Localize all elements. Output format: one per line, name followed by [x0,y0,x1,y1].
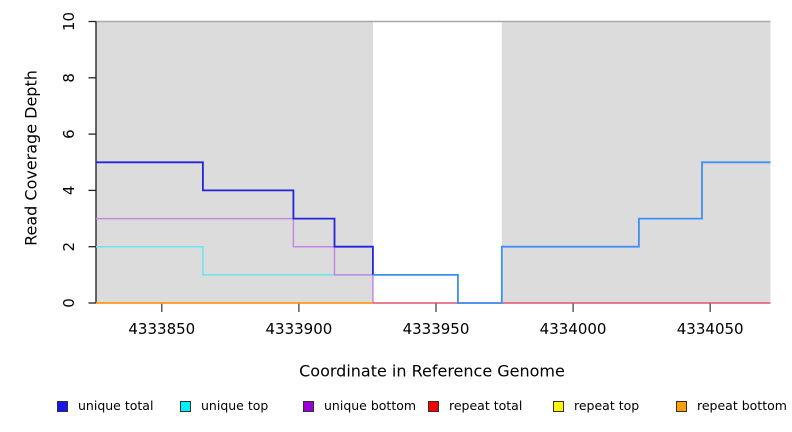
repeat-bottom-swatch-icon [676,400,687,412]
legend-label: repeat bottom [697,398,787,413]
series-unique-total-line [96,161,374,275]
y-tick-label: 10 [60,12,78,31]
y-axis-label: Read Coverage Depth [21,70,41,246]
legend-item-repeat-total: repeat total [428,398,523,413]
x-tick-label: 4334000 [540,320,607,338]
x-axis-label: Coordinate in Reference Genome [299,361,565,381]
x-tick-label: 4334050 [677,320,744,338]
legend-item-unique-top: unique top [180,398,269,413]
series-unique-top-line [96,245,373,276]
y-tick-label: 0 [60,298,78,308]
legend-item-unique-bottom: unique bottom [303,398,417,413]
legend-label: repeat total [449,398,523,413]
legend-label: unique bottom [324,398,417,413]
unique-total-swatch-icon [57,400,68,412]
repeat-total-swatch-icon [428,400,439,412]
repeat-top-swatch-icon [553,400,564,412]
y-tick-label: 4 [60,186,78,196]
y-tick-label: 6 [60,129,78,139]
x-tick-label: 4333950 [403,320,470,338]
x-tick-label: 4333900 [265,320,332,338]
y-tick-label: 8 [60,73,78,83]
series-coverage-right-line [372,161,771,304]
unique-bottom-swatch-icon [303,400,314,412]
legend-label: unique top [201,398,269,413]
legend-item-repeat-top: repeat top [553,398,640,413]
legend-label: repeat top [574,398,640,413]
legend-label: unique total [78,398,154,413]
y-tick-label: 2 [60,242,78,252]
unique-top-swatch-icon [180,400,191,412]
legend-item-repeat-bottom: repeat bottom [676,398,787,413]
x-tick-label: 4333850 [128,320,195,338]
legend-item-unique-total: unique total [57,398,154,413]
